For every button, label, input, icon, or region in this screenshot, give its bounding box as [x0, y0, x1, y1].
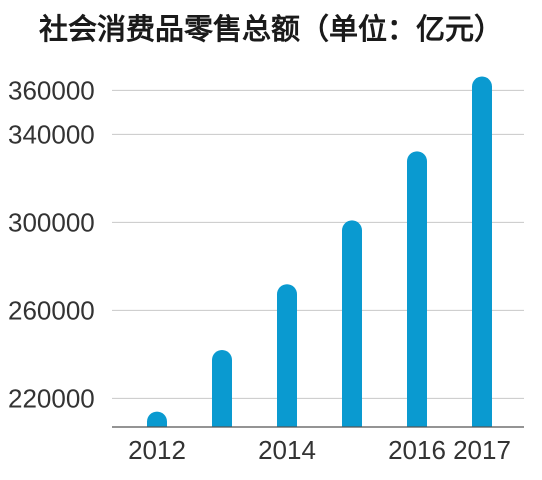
chart-title: 社会消费品零售总额（单位：亿元）: [38, 12, 503, 46]
x-tick-label: 2016: [388, 435, 446, 465]
bar-2012: [147, 411, 167, 427]
x-tick-labels: 2012 2014 2016 2017: [128, 435, 511, 465]
y-grid: [112, 89, 524, 399]
bar-2017: [472, 76, 492, 427]
y-tick-label: 260000: [8, 295, 95, 325]
bar-2016: [407, 151, 427, 427]
bar-2013: [212, 350, 232, 427]
x-tick-label: 2012: [128, 435, 186, 465]
bar-2015: [342, 220, 362, 427]
bar-2014: [277, 284, 297, 427]
y-tick-label: 220000: [8, 383, 95, 413]
x-tick-label: 2014: [258, 435, 316, 465]
x-tick-label: 2017: [453, 435, 511, 465]
y-tick-labels: 220000 260000 300000 340000 360000: [8, 75, 95, 413]
bars: [147, 76, 492, 427]
y-tick-label: 300000: [8, 207, 95, 237]
y-tick-label: 360000: [8, 75, 95, 105]
y-tick-label: 340000: [8, 119, 95, 149]
